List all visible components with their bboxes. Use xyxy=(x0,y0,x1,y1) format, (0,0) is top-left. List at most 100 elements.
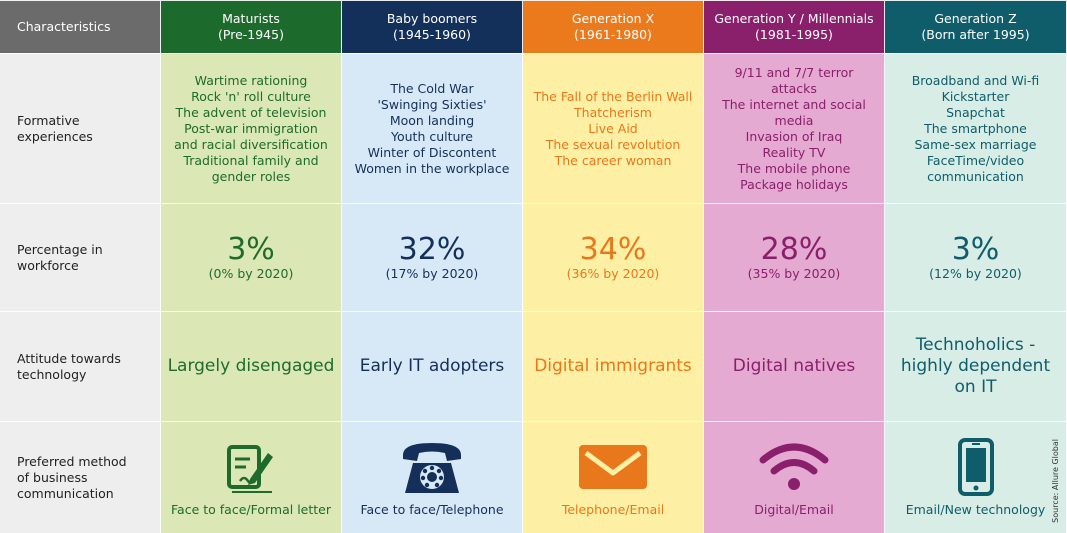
experiences-line: Youth culture xyxy=(391,128,473,144)
experiences-line: Thatcherism xyxy=(574,104,652,120)
generation-name: Maturists xyxy=(222,11,280,26)
experiences-line: The mobile phone xyxy=(737,160,851,176)
experiences-line: The internet and social xyxy=(722,96,866,112)
communication-label: Telephone/Email xyxy=(562,502,664,518)
generation-name: Generation X xyxy=(571,11,655,26)
attitude-line: Early IT adopters xyxy=(359,356,505,376)
attitude-line: Largely disengaged xyxy=(167,356,335,376)
row-label-line: technology xyxy=(17,366,87,382)
row-label-line: Formative xyxy=(17,112,80,128)
experiences-line: Post-war immigration xyxy=(184,120,318,136)
formative-experiences-generation-z: Broadband and Wi-fi Kickstarter Snapchat Th… xyxy=(885,53,1067,203)
generation-name: Generation Z xyxy=(934,11,1017,26)
experiences-line: Invasion of Iraq xyxy=(745,128,843,144)
experiences-line: The career woman xyxy=(554,152,672,168)
experiences-line: Same-sex marriage xyxy=(914,136,1037,152)
row-label-line: Percentage in xyxy=(17,241,103,257)
formative-experiences-generation-y: 9/11 and 7/7 terror attacks The internet a… xyxy=(704,53,885,203)
experiences-line: Rock 'n' roll culture xyxy=(191,88,311,104)
communication-generation-y: Digital/Email xyxy=(704,421,885,533)
row-label-preferred-method: Preferred method of business communicati… xyxy=(0,421,161,533)
percentage-baby-boomers: 32% (17% by 2020) xyxy=(342,203,523,311)
percentage-generation-y: 28% (35% by 2020) xyxy=(704,203,885,311)
header-baby-boomers: Baby boomers (1945-1960) xyxy=(342,0,523,53)
communication-label: Face to face/Telephone xyxy=(360,502,503,518)
percentage-2020: (12% by 2020) xyxy=(929,265,1022,281)
percentage-value: 28% xyxy=(760,231,828,267)
formative-experiences-generation-x: The Fall of the Berlin Wall Thatcherism Li… xyxy=(523,53,704,203)
generation-years: (1981-1995) xyxy=(755,27,833,42)
communication-generation-z: Email/New technology Source: Allure Glob… xyxy=(885,421,1067,533)
generation-years: (1945-1960) xyxy=(393,27,471,42)
header-generation-z: Generation Z (Born after 1995) xyxy=(885,0,1067,53)
attitude-line: Digital immigrants xyxy=(534,356,692,376)
row-label-percentage-in-workforce: Percentage in workforce xyxy=(0,203,161,311)
header-generation-y: Generation Y / Millennials (1981-1995) xyxy=(704,0,885,53)
attitude-generation-z: Technoholics - highly dependent on IT xyxy=(885,311,1067,421)
communication-maturists: Face to face/Formal letter xyxy=(161,421,342,533)
communication-baby-boomers: Face to face/Telephone xyxy=(342,421,523,533)
row-label-line: Attitude towards xyxy=(17,350,121,366)
generation-years: (1961-1980) xyxy=(574,27,652,42)
smartphone-icon xyxy=(941,437,1011,496)
attitude-line: on IT xyxy=(954,377,997,397)
experiences-line: Package holidays xyxy=(740,176,848,192)
experiences-line: Broadband and Wi-fi xyxy=(911,72,1040,88)
percentage-value: 3% xyxy=(951,231,1000,267)
experiences-line: FaceTime/video xyxy=(926,152,1025,168)
experiences-line: The sexual revolution xyxy=(545,136,681,152)
experiences-line: communication xyxy=(927,168,1024,184)
percentage-value: 32% xyxy=(398,231,466,267)
experiences-line: Reality TV xyxy=(762,144,826,160)
generation-years: (Born after 1995) xyxy=(921,27,1030,42)
header-generation-x: Generation X (1961-1980) xyxy=(523,0,704,53)
formative-experiences-baby-boomers: The Cold War 'Swinging Sixties' Moon landi… xyxy=(342,53,523,203)
rotary-telephone-icon xyxy=(397,438,467,496)
row-label-formative-experiences: Formative experiences xyxy=(0,53,161,203)
wifi-icon xyxy=(759,438,829,496)
communication-label: Digital/Email xyxy=(754,502,833,518)
experiences-line: gender roles xyxy=(211,168,291,184)
experiences-line: Snapchat xyxy=(946,104,1005,120)
row-label-line: of business xyxy=(17,469,88,485)
generation-name: Baby boomers xyxy=(386,11,478,26)
communication-label: Email/New technology xyxy=(906,502,1046,518)
percentage-value: 34% xyxy=(579,231,647,267)
experiences-line: The smartphone xyxy=(924,120,1027,136)
percentage-2020: (17% by 2020) xyxy=(385,265,479,281)
experiences-line: 9/11 and 7/7 terror xyxy=(734,64,854,80)
communication-line: Email/ xyxy=(905,501,945,517)
formative-experiences-maturists: Wartime rationing Rock 'n' roll culture Th… xyxy=(161,53,342,203)
experiences-line: The Fall of the Berlin Wall xyxy=(533,88,693,104)
header-characteristics: Characteristics xyxy=(0,0,161,53)
percentage-value: 3% xyxy=(227,231,275,267)
experiences-line: Women in the workplace xyxy=(354,160,510,176)
percentage-2020: (35% by 2020) xyxy=(747,265,841,281)
experiences-line: Winter of Discontent xyxy=(367,144,497,160)
experiences-line: Kickstarter xyxy=(941,88,1010,104)
row-label-line: experiences xyxy=(17,128,93,144)
source-credit: Source: Allure Global xyxy=(1051,439,1060,523)
experiences-line: The Cold War xyxy=(390,80,474,96)
header-characteristics-label: Characteristics xyxy=(17,19,111,34)
percentage-maturists: 3% (0% by 2020) xyxy=(161,203,342,311)
percentage-2020: (0% by 2020) xyxy=(208,265,294,281)
experiences-line: attacks xyxy=(771,80,817,96)
communication-line: Digital/Email xyxy=(754,501,834,517)
experiences-line: Wartime rationing xyxy=(194,72,308,88)
communication-line: Telephone xyxy=(440,501,504,517)
percentage-2020: (36% by 2020) xyxy=(566,265,660,281)
communication-label: Face to face/Formal letter xyxy=(171,502,331,518)
communication-line: Face to face/ xyxy=(171,501,251,517)
attitude-baby-boomers: Early IT adopters xyxy=(342,311,523,421)
attitude-line: Digital natives xyxy=(732,356,856,376)
experiences-line: and racial diversification xyxy=(174,136,328,152)
communication-line: Face to face/ xyxy=(360,501,441,517)
attitude-maturists: Largely disengaged xyxy=(161,311,342,421)
percentage-generation-x: 34% (36% by 2020) xyxy=(523,203,704,311)
communication-line: New technology xyxy=(944,501,1046,517)
row-label-line: workforce xyxy=(17,257,79,273)
letter-writing-icon xyxy=(216,438,286,496)
row-label-attitude-towards-technology: Attitude towards technology xyxy=(0,311,161,421)
